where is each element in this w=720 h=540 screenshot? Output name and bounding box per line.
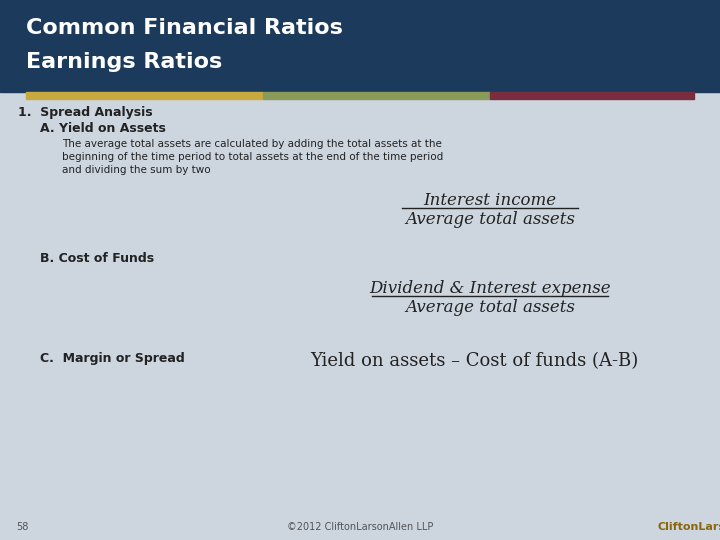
Bar bbox=[490, 92, 694, 99]
Text: and dividing the sum by two: and dividing the sum by two bbox=[62, 165, 211, 175]
Text: Common Financial Ratios: Common Financial Ratios bbox=[26, 18, 343, 38]
Text: A. Yield on Assets: A. Yield on Assets bbox=[40, 122, 166, 135]
Bar bbox=[0, 0, 720, 92]
Text: Average total assets: Average total assets bbox=[405, 211, 575, 228]
Text: Average total assets: Average total assets bbox=[405, 299, 575, 316]
Text: Earnings Ratios: Earnings Ratios bbox=[26, 52, 222, 72]
Text: Dividend & Interest expense: Dividend & Interest expense bbox=[369, 280, 611, 297]
Text: Yield on assets – Cost of funds (A-B): Yield on assets – Cost of funds (A-B) bbox=[310, 352, 638, 370]
Text: C.  Margin or Spread: C. Margin or Spread bbox=[40, 352, 185, 365]
Text: 1.  Spread Analysis: 1. Spread Analysis bbox=[18, 106, 153, 119]
Text: Interest income: Interest income bbox=[423, 192, 557, 209]
Bar bbox=[26, 92, 263, 99]
Bar bbox=[263, 92, 490, 99]
Text: B. Cost of Funds: B. Cost of Funds bbox=[40, 252, 154, 265]
Text: beginning of the time period to total assets at the end of the time period: beginning of the time period to total as… bbox=[62, 152, 444, 162]
Text: ©2012 CliftonLarsonAllen LLP: ©2012 CliftonLarsonAllen LLP bbox=[287, 522, 433, 532]
Text: 58: 58 bbox=[16, 522, 28, 532]
Text: CliftonLarsonAllen: CliftonLarsonAllen bbox=[658, 522, 720, 532]
Text: The average total assets are calculated by adding the total assets at the: The average total assets are calculated … bbox=[62, 139, 442, 149]
